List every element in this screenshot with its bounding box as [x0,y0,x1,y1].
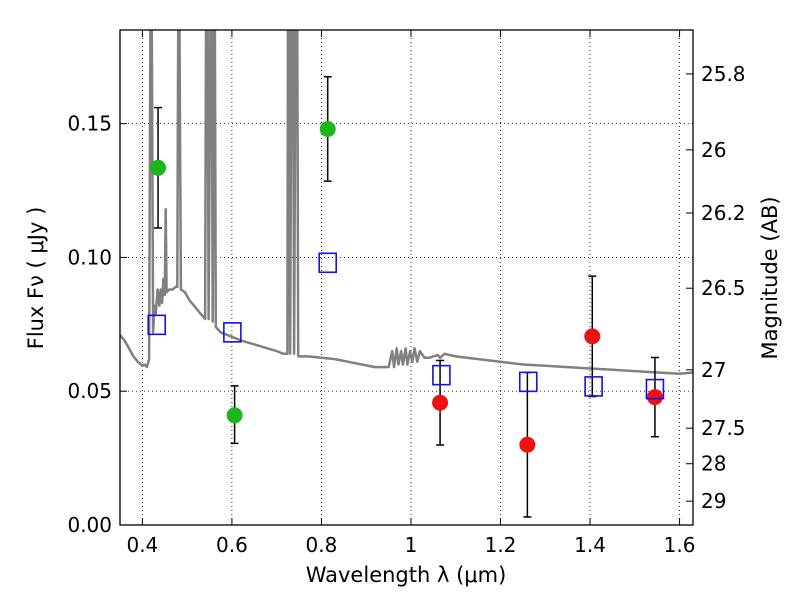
right-tick-label: 29 [701,489,726,513]
data-point [646,389,663,406]
x-tick-label: 1.2 [485,533,517,557]
right-tick-label: 28 [701,452,726,476]
data-point [150,159,167,176]
model-point [432,364,451,386]
model-point [318,252,338,274]
x-tick-label: 0.8 [306,533,338,557]
y-tick-label: 0.10 [67,245,112,269]
x-tick-label: 1 [405,533,418,557]
right-tick-label: 26 [701,138,726,162]
y-axis-label: Flux Fν ( μJy ) [24,207,48,350]
data-point [432,394,449,411]
grid-lines [120,30,693,525]
right-tick-label: 27.5 [701,416,746,440]
model-point [645,378,665,400]
right-tick-label: 26.5 [701,276,746,300]
data-point [584,328,601,345]
model-point [518,371,538,393]
x-tick-label: 0.4 [126,533,158,557]
right-tick-label: 25.8 [701,62,746,86]
model-point [147,314,167,336]
right-tick-label: 26.2 [701,201,746,225]
right-tick-label: 27 [701,358,726,382]
x-tick-label: 1.6 [664,533,696,557]
spectrum-line [120,30,693,376]
data-point [226,407,243,424]
model-point [584,376,603,397]
right-axis-label: Magnitude (AB) [758,196,782,359]
axis-ticks [120,30,693,526]
model-point [223,322,242,343]
x-tick-label: 1.4 [574,533,606,557]
y-tick-label: 0.00 [67,513,112,537]
x-tick-label: 0.6 [216,533,248,557]
data-point [319,121,336,137]
y-tick-label: 0.15 [67,112,112,136]
plot-frame [119,29,694,526]
tick-labels: 0.4 0.6 0.8 1 1.2 1.4 1.6 0.00 0.05 0.10 0.15 25.8 2… [67,62,745,557]
data-markers [147,121,665,453]
data-point [519,436,536,453]
y-tick-label: 0.05 [67,379,112,403]
model-spectrum [120,30,693,376]
x-axis-label: Wavelength λ (μm) [306,563,507,587]
